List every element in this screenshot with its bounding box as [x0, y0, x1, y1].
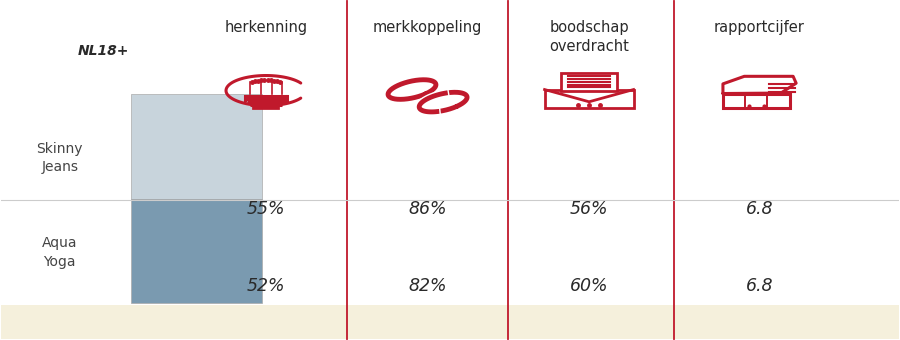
Text: Skinny
Jeans: Skinny Jeans [37, 142, 83, 174]
Text: 6.8: 6.8 [746, 277, 773, 295]
Bar [562, 73, 617, 90]
Text: 56%: 56% [570, 200, 608, 218]
Text: 86%: 86% [409, 200, 446, 218]
Text: NL18+: NL18+ [77, 44, 129, 57]
Text: 60%: 60% [570, 277, 608, 295]
Bar [562, 73, 617, 90]
Text: 55%: 55% [247, 200, 285, 218]
Bar [723, 94, 790, 108]
Text: boodschap
overdracht: boodschap overdracht [549, 20, 629, 53]
Text: 82%: 82% [409, 277, 446, 295]
Text: 6.8: 6.8 [746, 200, 773, 218]
Text: Aqua
Yoga: Aqua Yoga [42, 236, 77, 269]
Bar [2, 305, 898, 339]
Text: merkkoppeling: merkkoppeling [373, 20, 482, 35]
Text: rapportcijfer: rapportcijfer [714, 20, 805, 35]
Text: herkenning: herkenning [224, 20, 308, 35]
Text: 52%: 52% [247, 277, 285, 295]
Bar [544, 89, 634, 108]
Bar [131, 94, 262, 199]
Bar [131, 199, 262, 303]
